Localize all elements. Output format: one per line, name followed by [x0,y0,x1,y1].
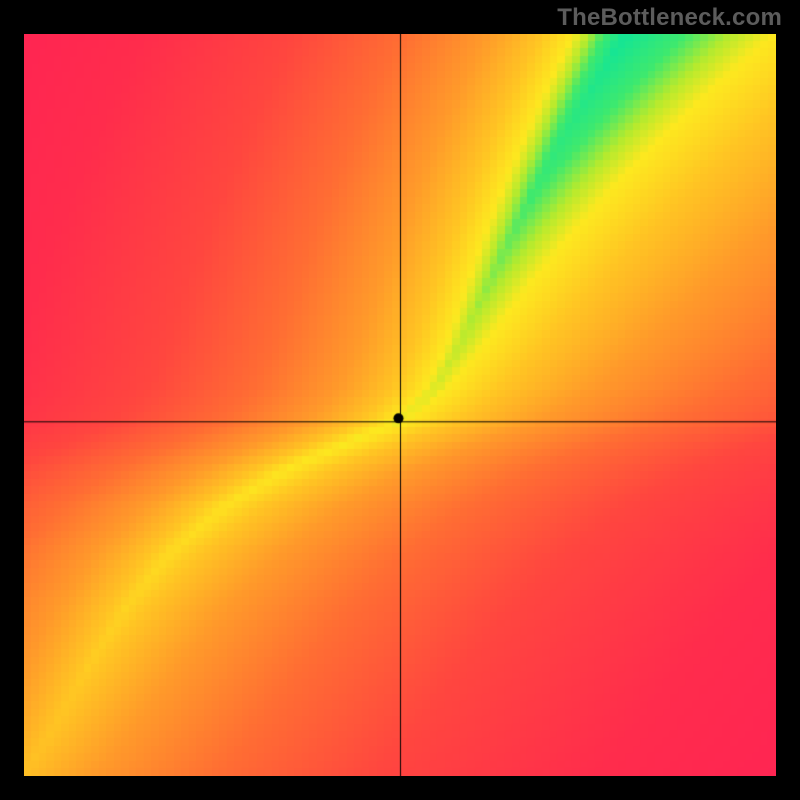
bottleneck-heatmap [24,34,776,776]
chart-container: { "watermark": { "text": "TheBottleneck.… [0,0,800,800]
watermark-text: TheBottleneck.com [557,4,782,32]
